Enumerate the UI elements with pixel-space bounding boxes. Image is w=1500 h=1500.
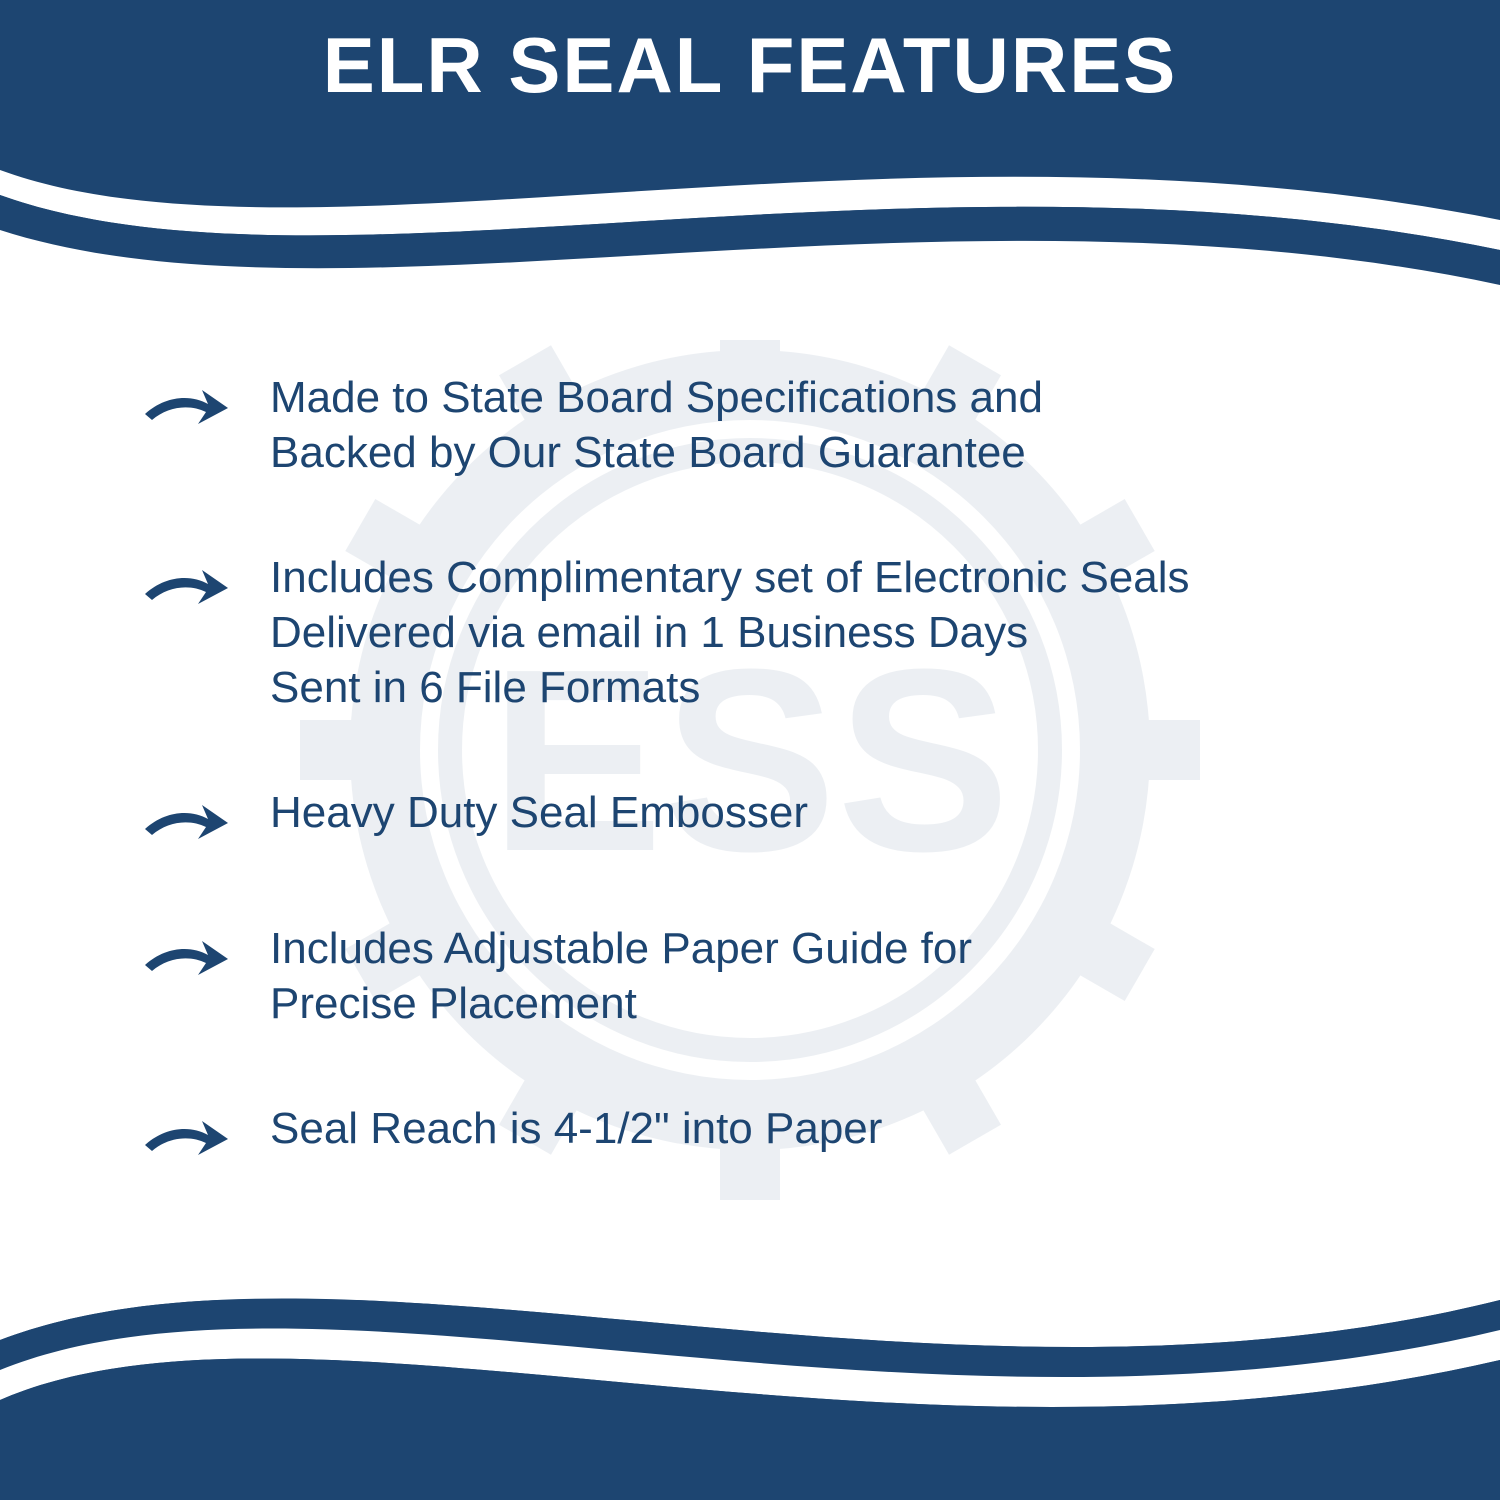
feature-item: Seal Reach is 4-1/2" into Paper bbox=[140, 1101, 1400, 1167]
arrow-right-icon bbox=[140, 927, 230, 987]
feature-text: Seal Reach is 4-1/2" into Paper bbox=[270, 1101, 882, 1156]
infographic-container: ELR SEAL FEATURES ESS Made to State Boar… bbox=[0, 0, 1500, 1500]
feature-text: Made to State Board Specifications andBa… bbox=[270, 370, 1043, 480]
page-title: ELR SEAL FEATURES bbox=[0, 20, 1500, 111]
feature-item: Made to State Board Specifications andBa… bbox=[140, 370, 1400, 480]
feature-item: Includes Complimentary set of Electronic… bbox=[140, 550, 1400, 715]
feature-text: Includes Adjustable Paper Guide forPreci… bbox=[270, 921, 972, 1031]
feature-item: Includes Adjustable Paper Guide forPreci… bbox=[140, 921, 1400, 1031]
feature-text: Includes Complimentary set of Electronic… bbox=[270, 550, 1190, 715]
arrow-right-icon bbox=[140, 1107, 230, 1167]
arrow-right-icon bbox=[140, 556, 230, 616]
features-list: Made to State Board Specifications andBa… bbox=[140, 370, 1400, 1237]
arrow-right-icon bbox=[140, 376, 230, 436]
feature-item: Heavy Duty Seal Embosser bbox=[140, 785, 1400, 851]
feature-text: Heavy Duty Seal Embosser bbox=[270, 785, 808, 840]
footer-swoosh-decoration bbox=[0, 1240, 1500, 1500]
arrow-right-icon bbox=[140, 791, 230, 851]
